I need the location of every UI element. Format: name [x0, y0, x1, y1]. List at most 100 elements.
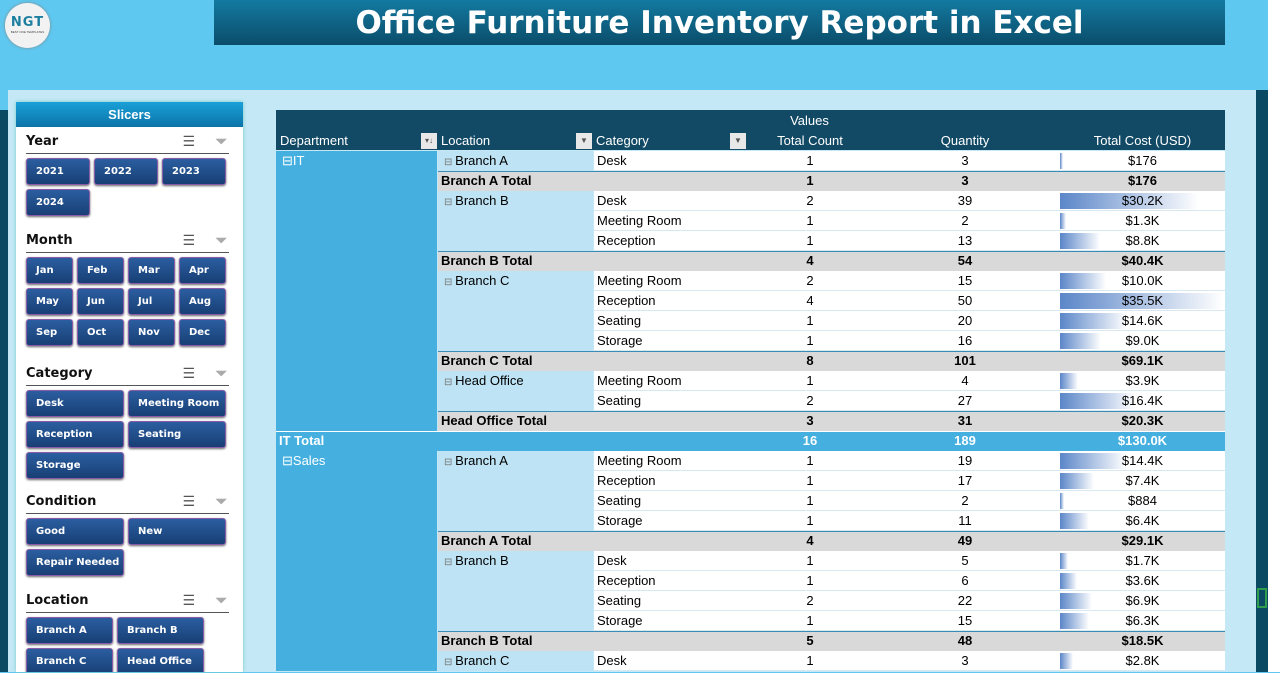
total-cost-cell: $3.9K — [1125, 373, 1160, 388]
cost-data-bar — [1060, 593, 1092, 609]
slicer-item[interactable]: Jul — [128, 288, 175, 315]
slicer-item[interactable]: Aug — [179, 288, 226, 315]
location-cell[interactable]: ⊟ Branch B — [444, 553, 509, 568]
header-department[interactable]: Department — [280, 133, 348, 148]
location-cell[interactable]: ⊟ Branch C — [444, 273, 510, 288]
slicer-item[interactable]: Feb — [77, 257, 124, 284]
subtotal-label: Head Office Total — [441, 413, 547, 428]
collapse-icon[interactable]: ⊟ — [444, 557, 456, 568]
sort-filter-icon[interactable]: ▾↓ — [421, 133, 437, 149]
subtotal-row: Branch B Total 4 54 $40.4K — [276, 251, 1225, 271]
multi-select-icon[interactable]: ☰ — [182, 494, 195, 510]
slicer-item[interactable]: Branch B — [117, 617, 204, 644]
slicer-item[interactable]: Oct — [77, 319, 124, 346]
clear-filter-icon[interactable]: ⏷ — [215, 134, 227, 150]
quantity-cell: 20 — [957, 313, 973, 328]
location-cell[interactable]: ⊟ Head Office — [444, 373, 524, 388]
slicer-item[interactable]: Nov — [128, 319, 175, 346]
subtotal-row: Branch B Total 5 48 $18.5K — [276, 631, 1225, 651]
multi-select-icon[interactable]: ☰ — [182, 134, 195, 150]
slicer-item[interactable]: Jun — [77, 288, 124, 315]
slicer-item[interactable]: Dec — [179, 319, 226, 346]
subtotal-row: Branch A Total 1 3 $176 — [276, 171, 1225, 191]
slicer-condition: Condition ☰ ⏷ Good New Repair Needed — [26, 490, 229, 576]
quantity-cell: 15 — [957, 613, 973, 628]
category-cell: Meeting Room — [597, 453, 682, 468]
collapse-icon[interactable]: ⊟ — [444, 457, 456, 468]
total-count-cell: 1 — [806, 373, 814, 388]
slicer-item[interactable]: 2024 — [26, 189, 90, 216]
clear-filter-icon[interactable]: ⏷ — [215, 233, 227, 249]
slicer-item[interactable]: 2022 — [94, 158, 158, 185]
cost-data-bar — [1060, 513, 1090, 529]
slicer-item[interactable]: Seating — [128, 421, 226, 448]
header-category[interactable]: Category — [596, 133, 649, 148]
report-title: Office Furniture Inventory Report in Exc… — [214, 0, 1225, 45]
filter-dropdown-icon[interactable]: ▼ — [576, 133, 592, 149]
slicer-item[interactable]: Head Office — [117, 648, 204, 672]
total-count-cell: 1 — [806, 573, 814, 588]
department-total-label: IT Total — [279, 433, 325, 448]
total-cost-cell: $6.4K — [1125, 513, 1160, 528]
cost-data-bar — [1060, 373, 1078, 389]
collapse-icon[interactable]: ⊟ — [282, 153, 293, 168]
ngt-logo: NGT BEST ONE TEMPLATES — [5, 3, 50, 48]
subtotal-row: Head Office Total 3 31 $20.3K — [276, 411, 1225, 431]
clear-filter-icon[interactable]: ⏷ — [215, 494, 227, 510]
slicer-item[interactable]: Branch C — [26, 648, 113, 672]
quantity-cell: 13 — [957, 233, 973, 248]
quantity-cell: 22 — [957, 593, 973, 608]
slicer-item[interactable]: 2021 — [26, 158, 90, 185]
slicer-item[interactable]: Mar — [128, 257, 175, 284]
slicer-item[interactable]: Storage — [26, 452, 124, 479]
table-row: Seating 1 20 $14.6K — [276, 311, 1225, 331]
quantity-cell: 31 — [957, 413, 973, 428]
total-count-cell: 1 — [806, 173, 814, 188]
table-row: Reception 1 17 $7.4K — [276, 471, 1225, 491]
cost-data-bar — [1060, 193, 1199, 209]
slicer-item[interactable]: May — [26, 288, 73, 315]
slicer-item[interactable]: Apr — [179, 257, 226, 284]
clear-filter-icon[interactable]: ⏷ — [215, 366, 227, 382]
clear-filter-icon[interactable]: ⏷ — [215, 593, 227, 609]
collapse-icon[interactable]: ⊟ — [444, 377, 456, 388]
filter-dropdown-icon[interactable]: ▼ — [730, 133, 746, 149]
collapse-icon[interactable]: ⊟ — [444, 277, 456, 288]
slicer-item[interactable]: Good — [26, 518, 124, 545]
slicer-item[interactable]: Repair Needed — [26, 549, 124, 576]
slicer-item[interactable]: Desk — [26, 390, 124, 417]
total-cost-cell: $884 — [1128, 493, 1157, 508]
header-quantity: Quantity — [940, 133, 990, 148]
slicer-item[interactable]: Jan — [26, 257, 73, 284]
slicer-item[interactable]: New — [128, 518, 226, 545]
location-cell[interactable]: ⊟ Branch B — [444, 193, 509, 208]
slicer-item[interactable]: Meeting Room — [128, 390, 226, 417]
department-cell[interactable]: ⊟IT — [282, 153, 305, 168]
slicer-item[interactable]: Branch A — [26, 617, 113, 644]
location-cell[interactable]: ⊟ Branch A — [444, 153, 508, 168]
header-location[interactable]: Location — [441, 133, 491, 148]
multi-select-icon[interactable]: ☰ — [182, 593, 195, 609]
slicer-item[interactable]: Reception — [26, 421, 124, 448]
total-cost-cell: $16.4K — [1121, 393, 1164, 408]
multi-select-icon[interactable]: ☰ — [182, 233, 195, 249]
collapse-icon[interactable]: ⊟ — [444, 197, 456, 208]
slicer-item[interactable]: Sep — [26, 319, 73, 346]
department-cell[interactable]: ⊟Sales — [282, 453, 326, 468]
multi-select-icon[interactable]: ☰ — [182, 366, 195, 382]
collapse-icon[interactable]: ⊟ — [282, 453, 293, 468]
slicers-title: Slicers — [16, 102, 243, 127]
location-cell[interactable]: ⊟ Branch A — [444, 453, 508, 468]
slicer-item[interactable]: 2023 — [162, 158, 226, 185]
total-count-cell: 1 — [806, 313, 814, 328]
quantity-cell: 54 — [957, 253, 973, 268]
total-count-cell: 1 — [806, 493, 814, 508]
category-cell: Reception — [597, 293, 656, 308]
table-row: ⊟Sales ⊟ Branch A Meeting Room 1 19 $14.4K — [276, 451, 1225, 471]
collapse-icon[interactable]: ⊟ — [444, 157, 456, 168]
table-row: Reception 1 6 $3.6K — [276, 571, 1225, 591]
cost-data-bar — [1060, 453, 1127, 469]
collapse-icon[interactable]: ⊟ — [444, 657, 456, 668]
location-cell[interactable]: ⊟ Branch C — [444, 653, 510, 668]
total-cost-cell: $8.8K — [1125, 233, 1160, 248]
